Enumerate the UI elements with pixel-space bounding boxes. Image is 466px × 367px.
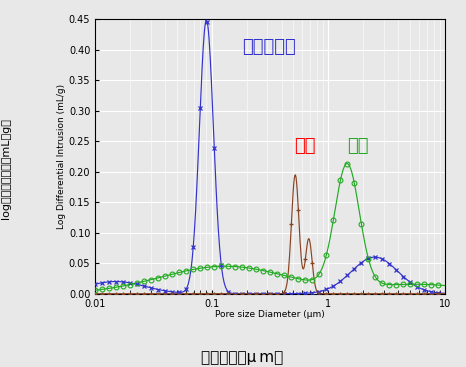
Text: log微分細孔容積（mL／g）: log微分細孔容積（mL／g） <box>0 119 11 219</box>
Text: 正極: 正極 <box>295 137 316 155</box>
Text: 細孔直径（μ m）: 細孔直径（μ m） <box>201 350 283 365</box>
Text: 負極: 負極 <box>347 137 369 155</box>
Text: セパレータ: セパレータ <box>242 38 296 56</box>
X-axis label: Pore size Diameter (μm): Pore size Diameter (μm) <box>215 310 325 319</box>
Y-axis label: Log Differential Intrusion (mL/g): Log Differential Intrusion (mL/g) <box>57 84 66 229</box>
